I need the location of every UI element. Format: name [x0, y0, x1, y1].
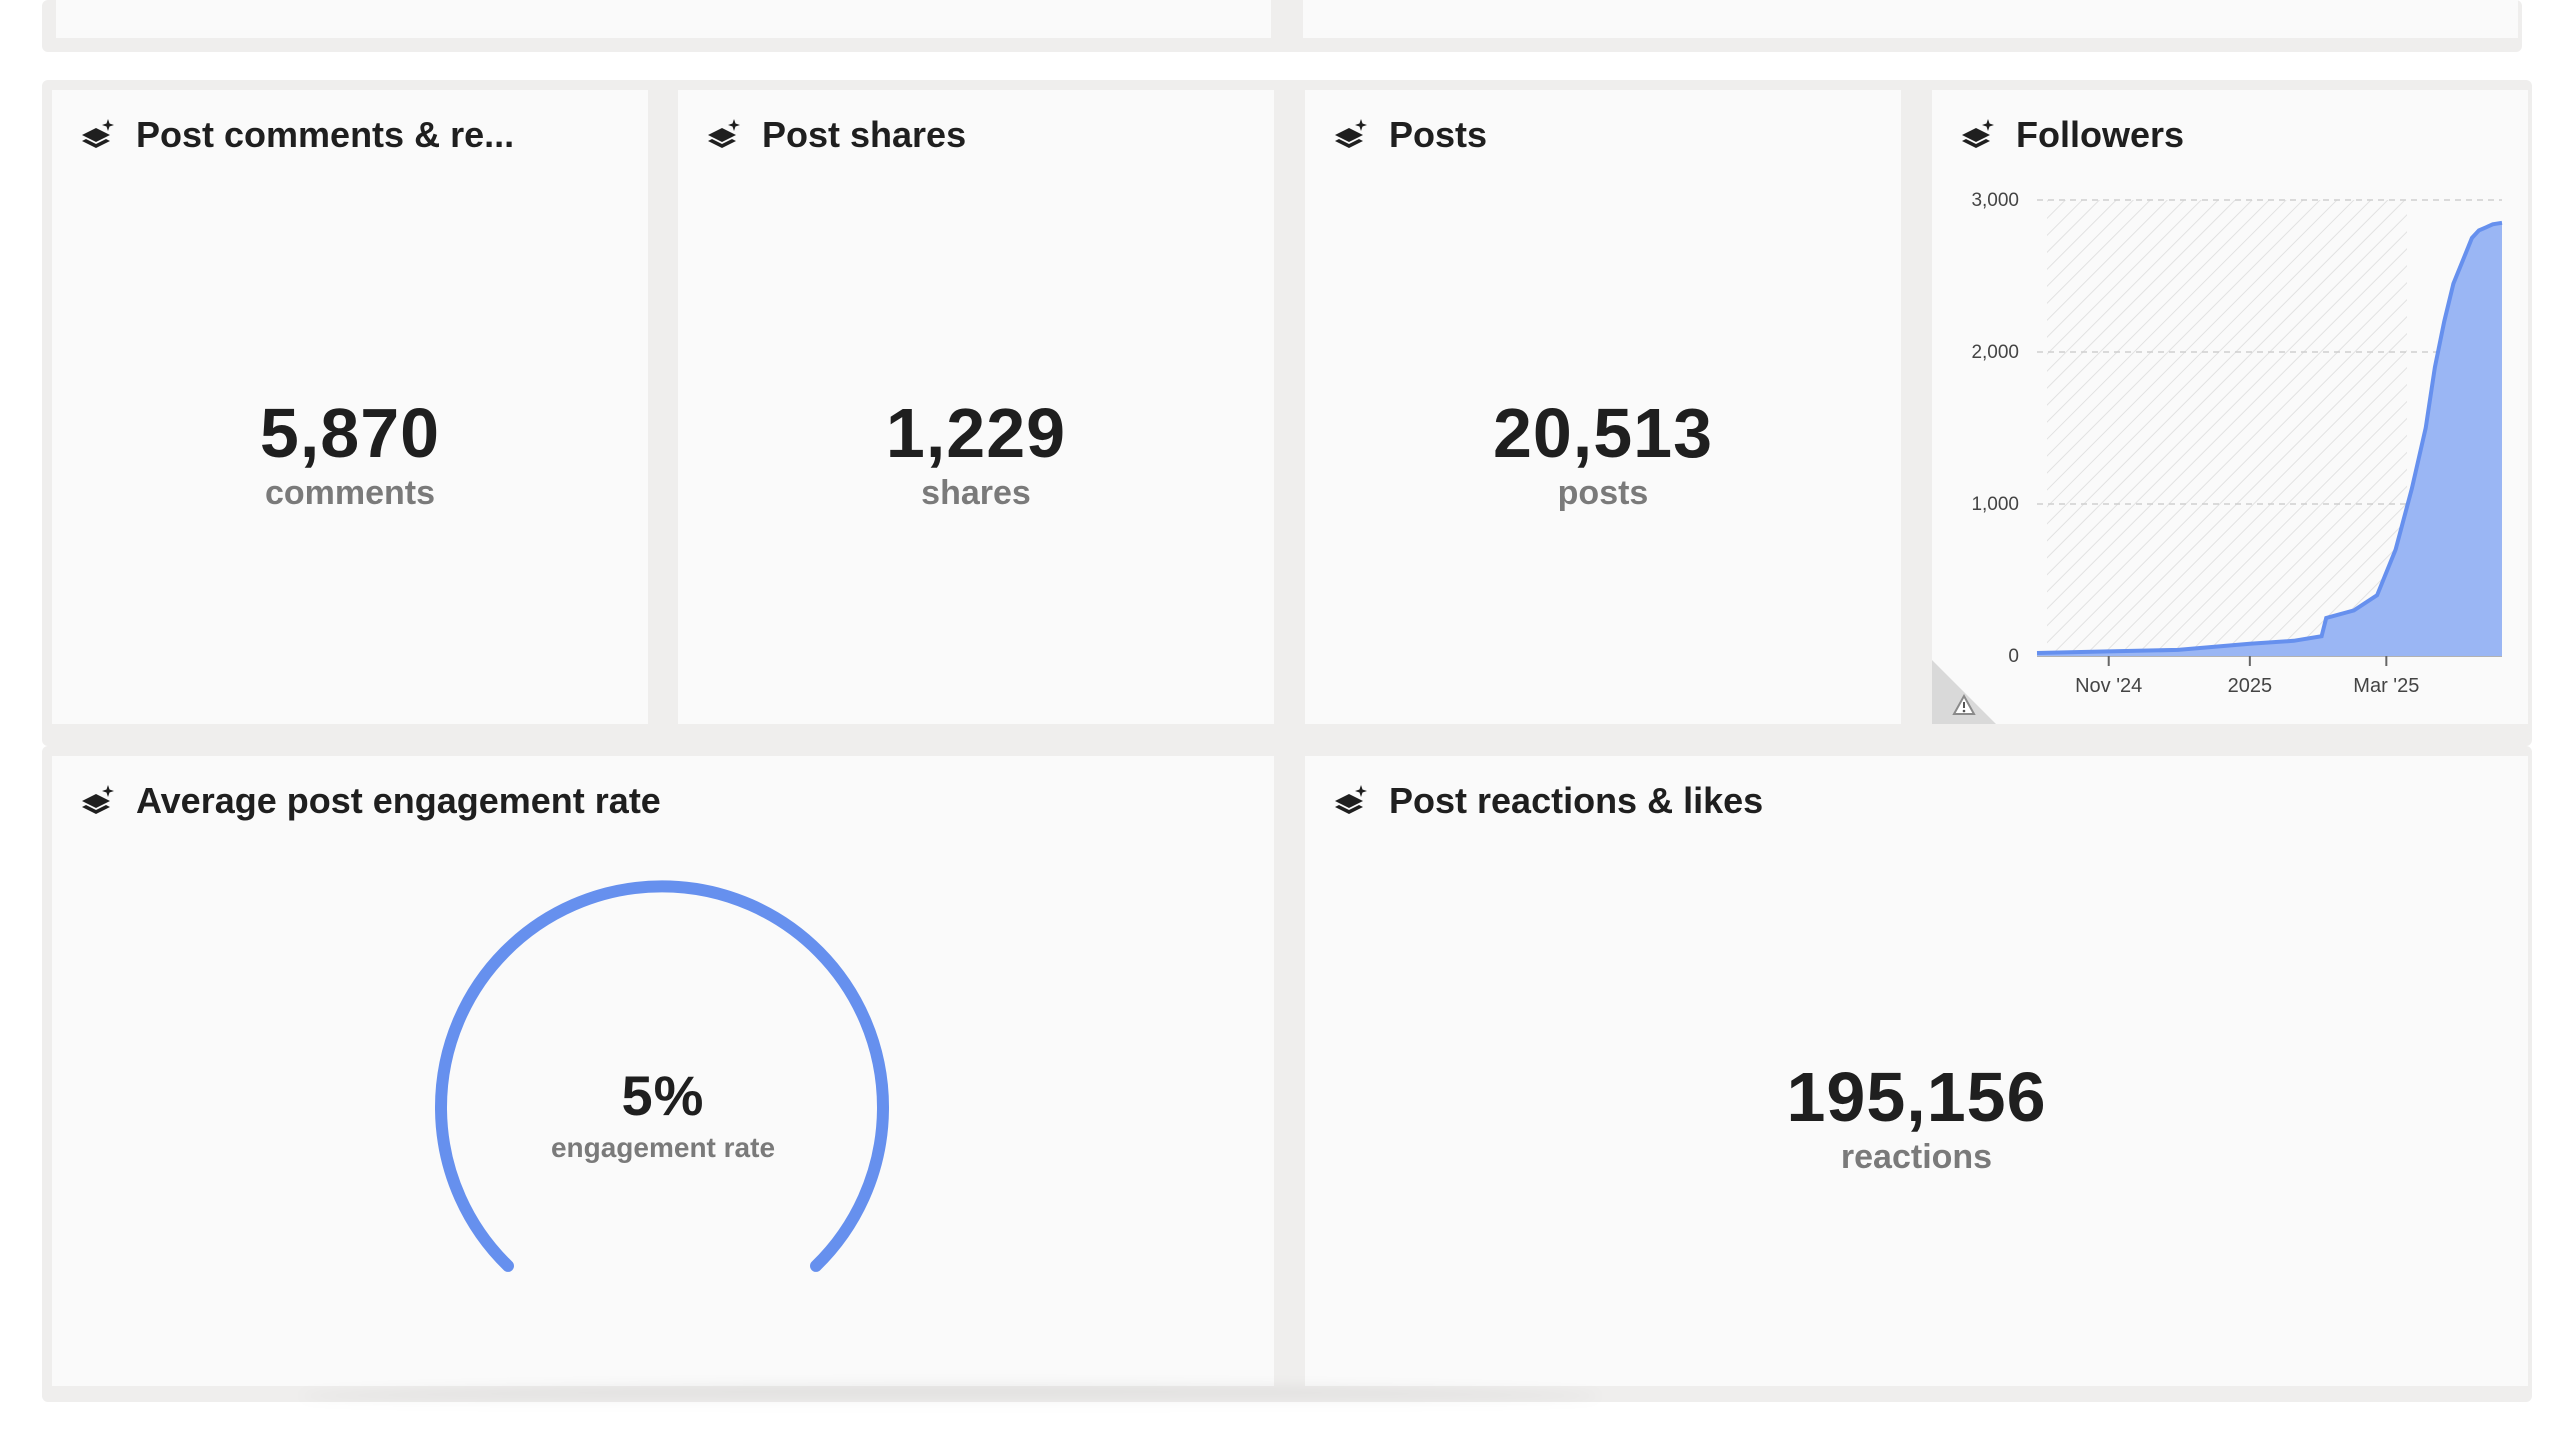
engagement-gauge [435, 880, 889, 1272]
followers-area-line [2036, 220, 2503, 655]
x-tick-label: Nov '24 [2075, 675, 2142, 697]
layers-sparkle-icon [708, 119, 740, 148]
followers-card[interactable]: Followers 0 1,000 2,000 3,000 Nov '24 2025 Ma… [1932, 90, 2528, 724]
layers-sparkle-icon [82, 119, 114, 148]
bottom-shadow [300, 1385, 1600, 1407]
metric-unit: comments [264, 474, 436, 512]
metric-unit: reactions [1840, 1138, 1993, 1176]
post-shares-card[interactable]: Post shares 1,229 shares [678, 90, 1274, 724]
post-comments-card[interactable]: Post comments & re... 5,870 comments [52, 90, 648, 724]
forecast-hatch-region [2047, 200, 2407, 656]
y-tick-label: 2,000 [1971, 342, 2019, 363]
gauge-unit: engagement rate [550, 1132, 776, 1163]
layers-sparkle-icon [1962, 119, 1994, 148]
layers-sparkle-icon [82, 785, 114, 814]
top-left-card [56, 0, 1271, 38]
x-tick-label: Mar '25 [2353, 675, 2419, 697]
metric-block: 1,229 shares [678, 398, 1274, 510]
metric-value: 195,156 [1786, 1058, 2047, 1136]
metric-value: 5,870 [259, 394, 441, 472]
followers-area-fill [2037, 222, 2502, 657]
metric-block: 195,156 reactions [1305, 1062, 2528, 1174]
card-title: Followers [2016, 114, 2185, 155]
card-title: Average post engagement rate [136, 780, 661, 821]
card-header: Post shares [704, 114, 966, 156]
card-header: Post reactions & likes [1331, 780, 1763, 822]
y-tick-label: 0 [2008, 646, 2019, 667]
post-reactions-card[interactable]: Post reactions & likes 195,156 reactions [1305, 756, 2528, 1386]
card-title: Post comments & re... [136, 114, 515, 155]
layers-sparkle-icon [1335, 785, 1367, 814]
metric-unit: shares [921, 474, 1031, 512]
card-header: Followers [1958, 114, 2184, 156]
x-tick-label: 2025 [2228, 675, 2273, 697]
card-header: Average post engagement rate [78, 780, 661, 822]
card-title: Posts [1389, 114, 1488, 155]
gauge-label: 5% engagement rate [52, 1068, 1274, 1162]
card-title: Post shares [762, 114, 967, 155]
followers-area-chart[interactable]: 0 1,000 2,000 3,000 Nov '24 2025 Mar '25 [1932, 180, 2528, 724]
gauge-value: 5% [621, 1064, 705, 1127]
y-tick-label: 1,000 [1971, 494, 2019, 515]
card-title: Post reactions & likes [1389, 780, 1764, 821]
card-header: Post comments & re... [78, 114, 514, 156]
metric-unit: posts [1557, 474, 1649, 512]
metric-block: 20,513 posts [1305, 398, 1901, 510]
card-header: Posts [1331, 114, 1487, 156]
posts-card[interactable]: Posts 20,513 posts [1305, 90, 1901, 724]
y-tick-label: 3,000 [1971, 190, 2019, 211]
warning-triangle-icon[interactable] [1932, 660, 1996, 724]
top-right-card [1303, 0, 2518, 38]
metric-value: 20,513 [1492, 394, 1714, 472]
metric-block: 5,870 comments [52, 398, 648, 510]
metric-value: 1,229 [885, 394, 1067, 472]
layers-sparkle-icon [1335, 119, 1367, 148]
engagement-rate-card[interactable]: Average post engagement rate 5% engageme… [52, 756, 1274, 1386]
